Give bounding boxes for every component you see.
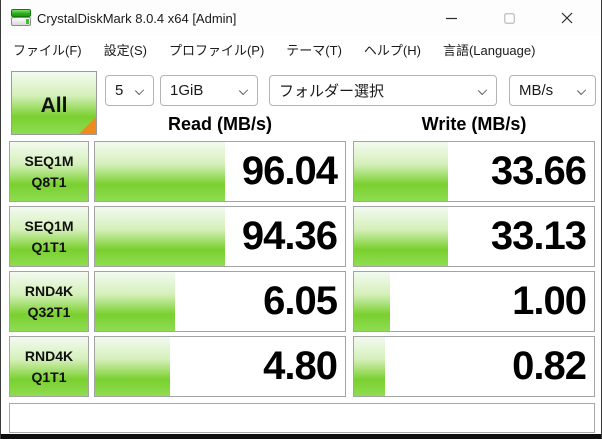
target-folder-value: フォルダー選択 [279, 83, 385, 100]
window-bottom-edge [1, 434, 601, 439]
write-result-value: 0.82 [512, 344, 587, 388]
write-result-cell: 33.13 [353, 206, 595, 267]
read-result-cell: 6.05 [94, 271, 346, 332]
test-button-rnd4k-q32t1[interactable]: RND4K Q32T1 [9, 271, 89, 332]
write-result-bar [354, 272, 390, 331]
test-label-line1: RND4K [24, 348, 74, 364]
write-result-bar [354, 207, 448, 266]
chevron-down-icon [238, 85, 249, 96]
menu-bar: ファイル(F) 設定(S) プロファイル(P) テーマ(T) ヘルプ(H) 言語… [1, 36, 601, 63]
minimize-icon [445, 13, 457, 24]
menu-settings[interactable]: 設定(S) [103, 43, 147, 58]
maximize-icon [503, 12, 515, 24]
read-result-cell: 94.36 [94, 206, 346, 267]
read-result-cell: 4.80 [94, 336, 346, 397]
title-bar: CrystalDiskMark 8.0.4 x64 [Admin] [1, 0, 601, 36]
maximize-button[interactable] [480, 0, 538, 36]
read-result-value: 96.04 [241, 149, 338, 193]
read-result-bar [95, 337, 170, 396]
menu-profile[interactable]: プロファイル(P) [168, 43, 265, 58]
test-count-select[interactable]: 5 [105, 75, 154, 106]
read-result-bar [95, 272, 175, 331]
test-label-line2: Q1T1 [31, 239, 67, 255]
run-all-label: All [40, 94, 68, 117]
test-size-select[interactable]: 1GiB [160, 75, 258, 106]
write-result-value: 33.66 [490, 149, 587, 193]
run-all-button[interactable]: All [11, 71, 97, 135]
menu-help[interactable]: ヘルプ(H) [363, 43, 421, 58]
read-result-bar [95, 142, 225, 201]
write-result-cell: 1.00 [353, 271, 595, 332]
read-column-header: Read (MB/s) [167, 113, 272, 134]
write-result-value: 33.13 [490, 214, 587, 258]
read-result-value: 4.80 [263, 344, 338, 388]
unit-value: MB/s [519, 82, 554, 99]
all-corner-badge [79, 117, 96, 134]
test-count-value: 5 [115, 82, 124, 99]
menu-theme[interactable]: テーマ(T) [286, 43, 342, 58]
test-label-line1: SEQ1M [24, 218, 74, 234]
write-column-header: Write (MB/s) [421, 113, 527, 134]
write-result-bar [354, 337, 386, 396]
read-result-value: 6.05 [263, 279, 338, 323]
test-label-line1: SEQ1M [24, 153, 74, 169]
write-result-value: 1.00 [512, 279, 587, 323]
chevron-down-icon [477, 85, 488, 96]
chevron-down-icon [576, 85, 587, 96]
test-label-line2: Q32T1 [27, 304, 71, 320]
target-folder-select[interactable]: フォルダー選択 [269, 75, 497, 106]
comment-field[interactable] [9, 403, 595, 433]
write-result-cell: 33.66 [353, 141, 595, 202]
read-result-cell: 96.04 [94, 141, 346, 202]
window-controls [422, 0, 596, 36]
close-icon [561, 12, 573, 24]
write-result-bar [354, 142, 448, 201]
test-size-value: 1GiB [170, 82, 204, 99]
test-label-line2: Q1T1 [31, 369, 67, 385]
unit-select[interactable]: MB/s [509, 75, 596, 106]
test-button-seq1m-q1t1[interactable]: SEQ1M Q1T1 [9, 206, 89, 267]
write-result-cell: 0.82 [353, 336, 595, 397]
menu-language[interactable]: 言語(Language) [442, 43, 536, 58]
read-result-bar [95, 207, 225, 266]
chevron-down-icon [134, 85, 145, 96]
menu-file[interactable]: ファイル(F) [13, 43, 82, 58]
test-label-line2: Q8T1 [31, 174, 67, 190]
test-label-line1: RND4K [24, 283, 74, 299]
app-disk-icon [11, 8, 32, 28]
minimize-button[interactable] [422, 0, 480, 36]
test-button-rnd4k-q1t1[interactable]: RND4K Q1T1 [9, 336, 89, 397]
close-button[interactable] [538, 0, 596, 36]
window-title: CrystalDiskMark 8.0.4 x64 [Admin] [37, 10, 237, 26]
read-result-value: 94.36 [241, 214, 338, 258]
test-button-seq1m-q8t1[interactable]: SEQ1M Q8T1 [9, 141, 89, 202]
